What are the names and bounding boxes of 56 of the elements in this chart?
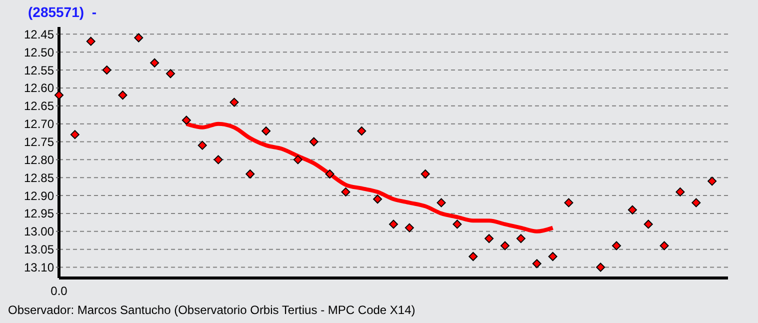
point [436, 198, 446, 208]
point [70, 130, 80, 140]
point [230, 98, 239, 107]
point [262, 126, 271, 136]
y-tick-label: 12.55 [24, 63, 54, 78]
point [628, 205, 637, 214]
y-tick-label: 13.00 [24, 224, 54, 239]
y-tick-label: 12.60 [24, 81, 54, 96]
point [468, 252, 478, 261]
y-tick-label: 13.10 [24, 260, 54, 275]
point [676, 187, 685, 196]
point [325, 170, 334, 179]
point [134, 33, 144, 42]
y-tick-label: 12.80 [24, 152, 54, 167]
point [389, 220, 398, 229]
point [596, 262, 606, 272]
point [500, 241, 510, 250]
point [548, 252, 558, 261]
point [373, 194, 382, 204]
y-tick-label: 12.75 [24, 135, 54, 150]
y-tick-label: 12.90 [24, 188, 54, 203]
point [198, 140, 207, 150]
point [660, 241, 669, 250]
text: 0.0 [50, 284, 68, 298]
point [564, 198, 574, 208]
text: Observador: Marcos Santucho (Observatorio Orbis Tertius - MPC Code X14) [8, 303, 416, 317]
point [708, 176, 717, 186]
y-tick-label: 12.70 [24, 117, 54, 132]
point [214, 155, 223, 164]
point [118, 90, 128, 100]
point [293, 155, 302, 164]
point [357, 126, 366, 136]
point [644, 220, 653, 229]
point [86, 36, 96, 46]
y-tick-label: 12.45 [24, 27, 54, 42]
point [341, 187, 350, 196]
point [452, 220, 462, 229]
y-tick-label: 12.95 [24, 206, 54, 221]
point [309, 137, 318, 146]
point [420, 170, 430, 179]
point [484, 234, 494, 244]
chart-title: (285571) - [28, 4, 96, 20]
point [150, 58, 160, 68]
point [246, 170, 255, 179]
point [612, 241, 621, 250]
y-tick-label: 12.65 [24, 99, 54, 114]
y-tick-label: 13.05 [24, 242, 54, 257]
point [102, 66, 112, 75]
point [182, 116, 191, 125]
point [166, 69, 175, 78]
point [404, 223, 414, 232]
point [692, 198, 701, 208]
point [516, 234, 526, 244]
y-tick-label: 12.50 [24, 45, 54, 60]
y-tick-label: 12.85 [24, 170, 54, 185]
point [532, 259, 542, 268]
